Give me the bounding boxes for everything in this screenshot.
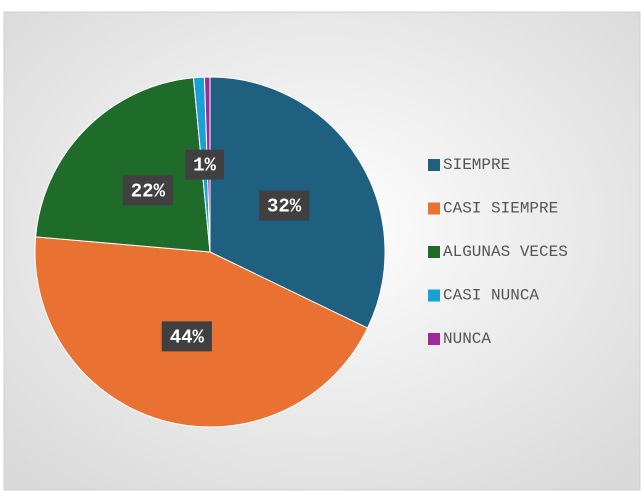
legend-label: NUNCA <box>443 330 491 348</box>
legend-label: ALGUNAS VECES <box>443 243 568 261</box>
data-label-text: 1% <box>193 155 216 177</box>
data-label-box <box>161 321 212 352</box>
data-label: 32% <box>259 190 310 221</box>
data-label-box <box>259 190 310 221</box>
legend-label: CASI NUNCA <box>443 287 539 305</box>
legend-swatch <box>428 333 440 345</box>
data-label-text: 32% <box>267 196 302 218</box>
legend-label: SIEMPRE <box>443 156 510 174</box>
data-label-box <box>122 175 173 206</box>
data-label: 1% <box>185 149 224 180</box>
legend-swatch <box>428 246 440 258</box>
data-label-text: 44% <box>170 326 205 348</box>
legend-swatch <box>428 159 440 171</box>
pie-slice <box>35 77 211 253</box>
data-label: 44% <box>161 321 212 352</box>
legend-swatch <box>428 289 440 302</box>
data-label-text: 22% <box>131 180 166 202</box>
legend-label: CASI SIEMPRE <box>443 200 558 218</box>
data-label-box <box>185 149 224 180</box>
data-label: 22% <box>122 175 173 206</box>
legend-swatch <box>428 202 440 215</box>
